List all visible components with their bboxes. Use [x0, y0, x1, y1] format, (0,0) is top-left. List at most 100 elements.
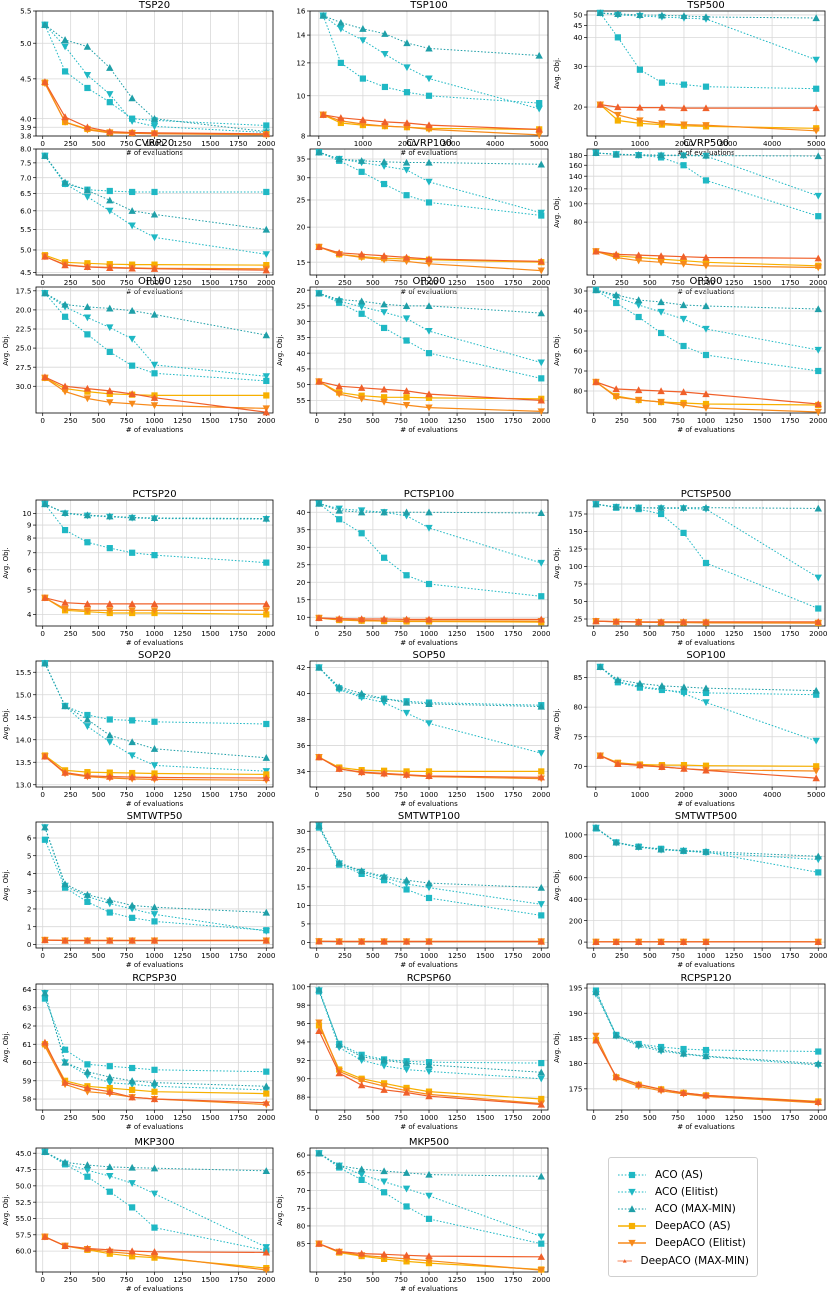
x-tick-label: 1250	[173, 1113, 192, 1122]
data-point	[657, 151, 665, 159]
y-tick-label: 5	[301, 920, 306, 929]
data-point	[83, 42, 92, 50]
legend-marker	[628, 1223, 636, 1230]
data-point	[380, 1062, 388, 1070]
chart-pctsp20: PCTSP20 0 250 500 750 1000 1250 1500 1750 2000 4 5 6…	[2, 489, 276, 647]
data-point	[403, 337, 410, 344]
data-point	[679, 260, 688, 268]
data-point	[262, 600, 270, 607]
data-point	[61, 118, 69, 126]
series-line-0	[44, 292, 267, 382]
data-point	[702, 122, 710, 129]
data-point	[337, 114, 345, 121]
data-point	[83, 303, 92, 310]
x-tick-label: 1000	[420, 416, 439, 425]
data-point	[425, 720, 433, 728]
y-tick-label: 60	[296, 1151, 306, 1160]
data-point	[612, 250, 620, 258]
x-tick-label: 1000	[145, 1113, 164, 1122]
data-point	[150, 600, 159, 607]
x-tick-label: 2000	[257, 1113, 276, 1122]
data-point	[592, 1032, 600, 1040]
data-point	[814, 346, 822, 354]
y-tick-label: 36	[296, 741, 306, 750]
x-tick-label: 1250	[448, 416, 467, 425]
data-point	[680, 257, 687, 264]
data-point	[128, 936, 136, 944]
x-tick-label: 750	[120, 1275, 134, 1284]
data-point	[702, 259, 710, 266]
data-point	[702, 559, 710, 567]
x-tick-label: 2000	[257, 951, 276, 960]
data-point	[106, 772, 114, 780]
chart-title: SMTWTP50	[127, 811, 183, 822]
data-point	[402, 615, 411, 623]
x-axis-label: # of evaluations	[126, 639, 184, 647]
y-tick-label: 800	[569, 852, 583, 861]
data-point	[41, 823, 49, 831]
y-tick-label: 25	[296, 196, 305, 205]
y-tick-label: 45	[573, 21, 582, 30]
data-point	[679, 618, 688, 625]
x-tick-label: 1750	[229, 139, 248, 148]
x-tick-label: 250	[338, 790, 352, 799]
y-tick-label: 120	[569, 184, 583, 193]
x-tick-label: 1250	[173, 629, 192, 638]
x-tick-label: 0	[40, 278, 45, 287]
data-point	[83, 715, 92, 723]
data-point	[812, 774, 820, 782]
y-tick-label: 8	[27, 534, 32, 543]
y-tick-label: 30	[296, 543, 306, 552]
data-point	[425, 580, 433, 588]
data-point	[634, 1040, 643, 1048]
chart-pctsp500: PCTSP500 0 250 500 750 1000 1250 1500 1750 2000 25…	[553, 489, 828, 647]
data-point	[335, 765, 343, 772]
data-point	[83, 607, 92, 615]
data-point	[262, 1082, 270, 1090]
chart-title: PCTSP100	[404, 489, 455, 500]
y-tick-label: 180	[569, 151, 583, 160]
data-point	[636, 117, 644, 125]
x-tick-label: 1000	[420, 951, 439, 960]
legend-swatch-tri-down-icon	[618, 1188, 646, 1196]
x-tick-label: 1250	[725, 278, 744, 287]
data-point	[83, 186, 92, 194]
data-point	[83, 193, 92, 201]
data-point	[592, 500, 600, 508]
data-point	[702, 13, 710, 21]
data-point	[106, 387, 114, 394]
x-tick-label: 1250	[448, 1275, 467, 1284]
x-tick-label: 1750	[781, 629, 800, 638]
data-point	[83, 384, 92, 392]
data-point	[425, 1257, 433, 1265]
x-axis-label: # of evaluations	[126, 961, 184, 969]
data-point	[380, 1250, 388, 1258]
data-point	[150, 607, 159, 615]
x-tick-label: 2000	[532, 629, 551, 638]
y-tick-label: 15.5	[15, 668, 31, 677]
data-point	[425, 158, 433, 166]
data-point	[535, 51, 543, 59]
data-point	[402, 1059, 411, 1067]
plot-frame	[35, 1147, 274, 1273]
x-tick-label: 1000	[145, 1275, 164, 1284]
data-point	[61, 388, 69, 396]
data-point	[41, 752, 49, 760]
legend-label: DeepACO (Elitist)	[655, 1237, 746, 1250]
chart-title: SMTWTP100	[398, 811, 460, 822]
data-point	[425, 1192, 433, 1200]
x-tick-label: 4000	[763, 790, 782, 799]
y-tick-label: 20	[296, 864, 306, 873]
data-point	[657, 510, 665, 518]
data-point	[592, 247, 600, 255]
data-point	[596, 9, 604, 17]
data-point	[262, 373, 270, 381]
data-point	[128, 264, 136, 272]
data-point	[702, 404, 710, 412]
data-point	[106, 1172, 114, 1180]
data-point	[679, 504, 688, 511]
x-tick-label: 2000	[532, 790, 551, 799]
data-point	[61, 1046, 69, 1053]
data-point	[263, 720, 270, 728]
data-point	[61, 1058, 69, 1066]
